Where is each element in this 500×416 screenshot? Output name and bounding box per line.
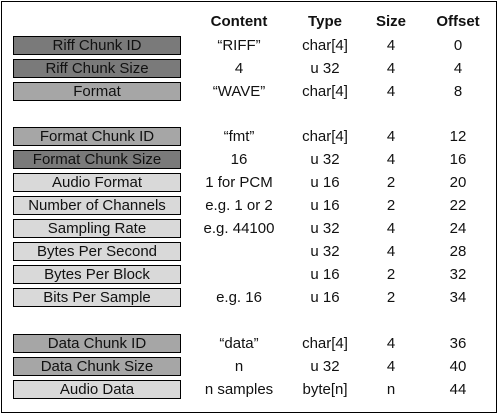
field-offset: 36 (449, 335, 467, 352)
field-type: u 32 (310, 60, 340, 77)
field-content (184, 265, 294, 284)
field-offset: 4 (453, 60, 463, 77)
field-box-bits-per-sample: Bits Per Sample (13, 288, 181, 307)
field-content: “RIFF” (217, 37, 261, 54)
field-size: 4 (386, 220, 396, 237)
header-type: Type (308, 13, 342, 30)
field-box-format-chunk-size: Format Chunk Size (13, 150, 181, 169)
field-offset: 32 (449, 266, 467, 283)
field-type: u 32 (310, 358, 340, 375)
field-type: u 32 (310, 243, 340, 260)
field-type: u 16 (310, 266, 340, 283)
field-content: e.g. 1 or 2 (205, 197, 273, 214)
field-box-sampling-rate: Sampling Rate (13, 219, 181, 238)
field-content: “data” (219, 335, 259, 352)
field-content: “WAVE” (212, 83, 266, 100)
field-type: u 16 (310, 289, 340, 306)
field-box-riff-chunk-size: Riff Chunk Size (13, 59, 181, 78)
header-content: Content (210, 13, 268, 30)
field-box-bytes-per-second: Bytes Per Second (13, 242, 181, 261)
field-size: 4 (386, 358, 396, 375)
field-content: e.g. 16 (216, 289, 262, 306)
field-type: byte[n] (302, 381, 348, 398)
field-offset: 40 (449, 358, 467, 375)
field-size: 4 (386, 335, 396, 352)
field-size: 4 (386, 128, 396, 145)
field-type: u 16 (310, 197, 340, 214)
field-content: e.g. 44100 (203, 220, 275, 237)
field-content: “fmt” (223, 128, 255, 145)
field-content: 16 (230, 151, 248, 168)
field-content: n samples (204, 381, 274, 398)
field-offset: 44 (449, 381, 467, 398)
field-size: 4 (386, 60, 396, 77)
field-type: u 32 (310, 151, 340, 168)
field-offset: 34 (449, 289, 467, 306)
field-type: char[4] (302, 37, 348, 54)
field-size: 4 (386, 37, 396, 54)
field-type: char[4] (302, 83, 348, 100)
field-box-format: Format (13, 82, 181, 101)
field-box-number-of-channels: Number of Channels (13, 196, 181, 215)
field-type: u 32 (310, 220, 340, 237)
field-offset: 24 (449, 220, 467, 237)
field-offset: 28 (449, 243, 467, 260)
field-offset: 16 (449, 151, 467, 168)
header-offset: Offset (436, 13, 480, 30)
field-offset: 12 (449, 128, 467, 145)
field-type: char[4] (302, 335, 348, 352)
field-size: 4 (386, 243, 396, 260)
field-content: 1 for PCM (205, 174, 273, 191)
field-size: 2 (386, 266, 396, 283)
field-size: 2 (386, 174, 396, 191)
field-size: 2 (386, 197, 396, 214)
field-size: 4 (386, 151, 396, 168)
field-content: n (234, 358, 244, 375)
field-offset: 20 (449, 174, 467, 191)
field-size: 4 (386, 83, 396, 100)
field-box-data-chunk-id: Data Chunk ID (13, 334, 181, 353)
field-box-bytes-per-block: Bytes Per Block (13, 265, 181, 284)
field-content (184, 242, 294, 261)
field-offset: 22 (449, 197, 467, 214)
field-box-audio-data: Audio Data (13, 380, 181, 399)
field-offset: 0 (453, 37, 463, 54)
field-size: n (386, 381, 396, 398)
header-size: Size (375, 13, 406, 30)
field-box-riff-chunk-id: Riff Chunk ID (13, 36, 181, 55)
field-box-audio-format: Audio Format (13, 173, 181, 192)
field-size: 2 (386, 289, 396, 306)
field-box-format-chunk-id: Format Chunk ID (13, 127, 181, 146)
field-type: u 16 (310, 174, 340, 191)
field-type: char[4] (302, 128, 348, 145)
field-offset: 8 (453, 83, 463, 100)
field-content: 4 (234, 60, 244, 77)
field-box-data-chunk-size: Data Chunk Size (13, 357, 181, 376)
